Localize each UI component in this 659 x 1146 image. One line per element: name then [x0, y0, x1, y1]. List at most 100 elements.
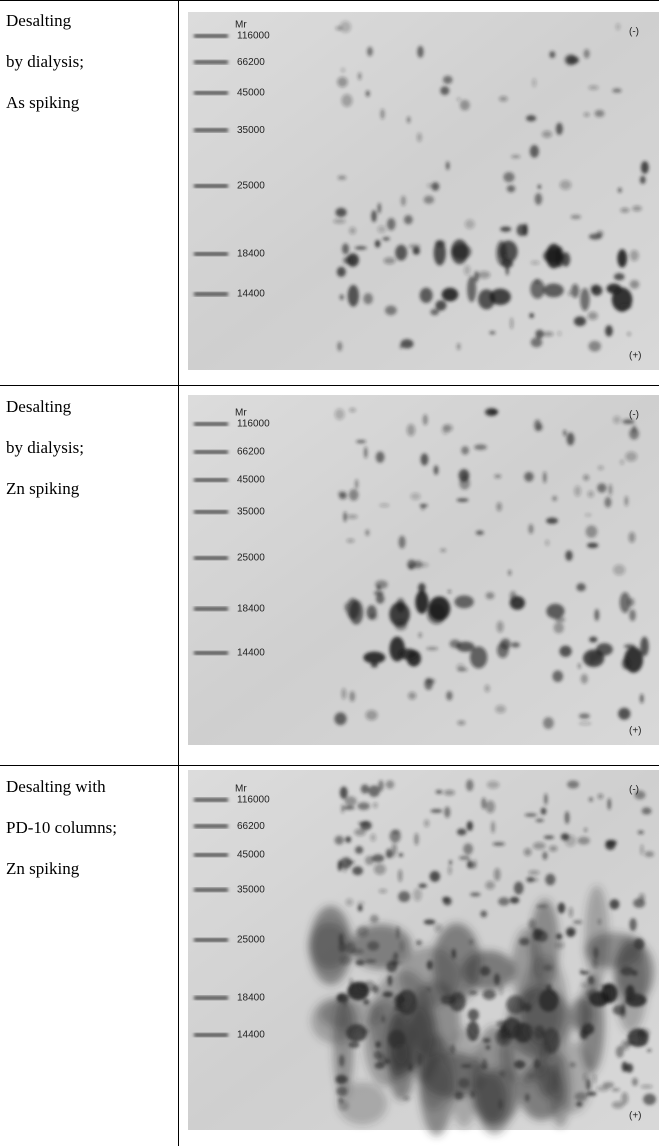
- marker-band: [194, 606, 228, 611]
- spot: [347, 284, 359, 307]
- spot: [410, 492, 421, 501]
- spot: [397, 869, 403, 882]
- marker-band: [194, 852, 228, 857]
- spot: [532, 78, 537, 88]
- spot: [503, 171, 515, 183]
- marker-label: 35000: [237, 507, 265, 518]
- spot: [349, 978, 354, 991]
- spot: [445, 161, 450, 170]
- marker-band: [194, 509, 228, 514]
- spot: [458, 855, 471, 861]
- marker-label: 116000: [237, 419, 270, 430]
- spot: [496, 502, 502, 512]
- spot: [391, 843, 398, 855]
- spot: [613, 273, 625, 281]
- spot: [434, 239, 446, 247]
- spot: [542, 471, 547, 484]
- spot: [597, 483, 607, 493]
- spot: [389, 602, 410, 627]
- spot: [502, 252, 508, 265]
- spot: [341, 804, 345, 814]
- spot: [464, 219, 475, 230]
- spot: [459, 477, 471, 490]
- spot: [542, 851, 548, 860]
- spot: [341, 243, 350, 255]
- spot: [638, 1040, 648, 1046]
- spot: [406, 650, 422, 667]
- spot: [447, 865, 452, 876]
- spot: [625, 451, 638, 462]
- spot: [430, 809, 443, 813]
- spot: [637, 830, 645, 835]
- spot: [485, 800, 496, 814]
- marker-band: [194, 824, 228, 829]
- spot: [363, 651, 386, 664]
- spot: [577, 836, 590, 845]
- spot: [347, 860, 355, 864]
- spot: [527, 877, 539, 882]
- spot: [560, 833, 570, 841]
- spot: [498, 96, 508, 102]
- spot: [334, 408, 345, 420]
- spot: [396, 598, 406, 613]
- marker-band: [194, 478, 228, 483]
- marker-band: [194, 937, 228, 942]
- spot: [444, 806, 451, 818]
- spot: [605, 325, 613, 337]
- spot: [354, 246, 367, 250]
- spot: [395, 244, 408, 261]
- spot: [523, 848, 532, 857]
- spot: [341, 688, 347, 700]
- spot: [416, 132, 422, 143]
- gel-spots: [334, 407, 649, 729]
- spot: [480, 910, 488, 918]
- spot: [596, 643, 613, 656]
- spot: [375, 593, 385, 604]
- spot: [428, 596, 451, 621]
- spot: [365, 529, 370, 536]
- spot: [424, 678, 433, 691]
- spot: [355, 479, 359, 490]
- spot: [627, 332, 631, 336]
- spot: [360, 820, 372, 831]
- marker-label: 25000: [237, 935, 265, 946]
- spot: [535, 818, 544, 823]
- spot: [485, 592, 495, 600]
- spot: [606, 283, 622, 294]
- spot: [492, 842, 505, 846]
- spot: [339, 20, 352, 33]
- spot: [588, 340, 602, 352]
- spot: [545, 539, 550, 546]
- spot: [456, 641, 475, 652]
- row-label: PD-10 columns;: [6, 818, 117, 837]
- spot: [523, 223, 528, 236]
- spot: [443, 424, 453, 432]
- spot: [563, 429, 567, 437]
- spot: [611, 1088, 621, 1092]
- spot: [628, 531, 636, 543]
- spot: [592, 1073, 597, 1084]
- spot: [577, 663, 581, 669]
- cathode-label: (-): [629, 785, 639, 796]
- spot: [585, 525, 598, 538]
- spot: [559, 180, 572, 190]
- spot: [357, 981, 368, 991]
- spot: [511, 642, 520, 648]
- spot: [530, 337, 543, 348]
- marker-band: [194, 252, 228, 257]
- spot: [423, 819, 430, 828]
- spot: [415, 939, 423, 946]
- spot: [529, 145, 539, 158]
- spot: [541, 130, 553, 138]
- spot: [641, 807, 652, 815]
- spot: [496, 620, 504, 633]
- spot: [552, 495, 558, 502]
- spot: [484, 408, 498, 417]
- spot: [621, 1091, 629, 1105]
- spot: [389, 829, 401, 843]
- spot: [385, 848, 393, 859]
- spot: [568, 906, 574, 918]
- spot: [344, 602, 348, 612]
